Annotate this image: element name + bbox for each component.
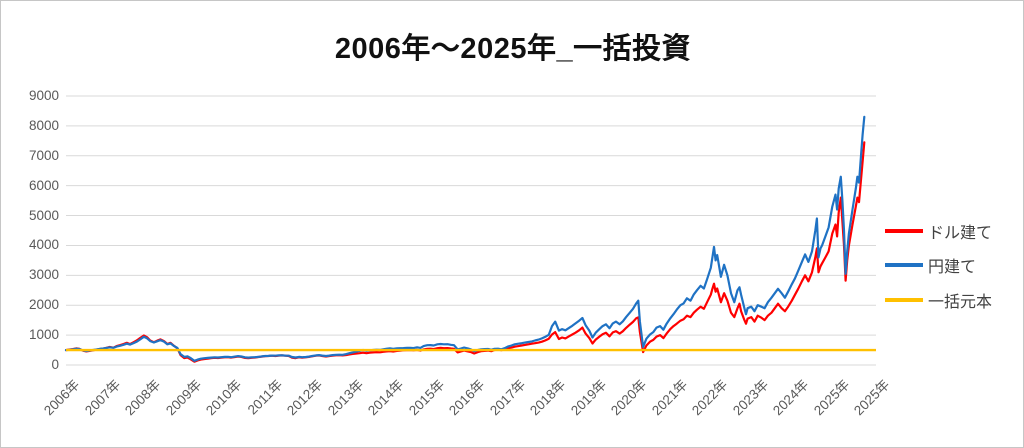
series-line-usd bbox=[64, 141, 866, 363]
y-axis-tick-label: 5000 bbox=[28, 207, 59, 223]
y-axis-tick-label: 8000 bbox=[28, 117, 59, 133]
y-axis-tick-label: 1000 bbox=[28, 327, 59, 343]
legend-item-1: 円建て bbox=[885, 253, 976, 277]
y-axis-tick-label: 0 bbox=[51, 357, 59, 372]
legend-swatch-icon bbox=[885, 229, 923, 233]
y-axis-tick-label: 7000 bbox=[28, 147, 59, 163]
y-axis-tick-label: 4000 bbox=[28, 237, 59, 253]
legend-swatch-icon bbox=[885, 298, 923, 302]
y-axis-tick-label: 9000 bbox=[28, 88, 59, 103]
chart-title: 2006年～2025年_一括投資 bbox=[334, 33, 692, 65]
legend: ドル建て円建て一括元本 bbox=[885, 1, 1023, 447]
y-axis-tick-label: 6000 bbox=[28, 177, 59, 193]
legend-item-0: ドル建て bbox=[885, 219, 992, 243]
legend-item-2: 一括元本 bbox=[885, 288, 992, 312]
legend-label: ドル建て bbox=[928, 225, 993, 242]
legend-swatch-icon bbox=[885, 263, 923, 267]
legend-label: 一括元本 bbox=[928, 294, 993, 311]
y-axis-tick-label: 3000 bbox=[28, 267, 59, 283]
y-axis-tick-label: 2000 bbox=[28, 297, 59, 313]
legend-label: 円建て bbox=[928, 259, 977, 276]
series-line-jpy bbox=[64, 115, 866, 362]
